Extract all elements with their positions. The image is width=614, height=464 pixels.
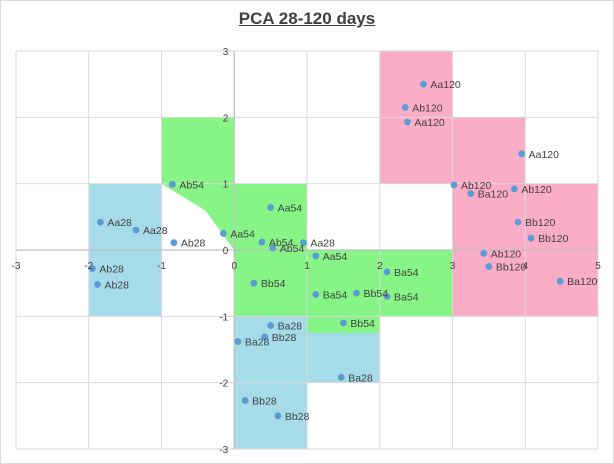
point-Ab120 xyxy=(450,181,458,189)
x-tick-label: -2 xyxy=(84,261,93,272)
point-label: Bb28 xyxy=(252,396,277,408)
point-label: Aa120 xyxy=(430,79,461,91)
point-label: Ab120 xyxy=(521,184,552,196)
point-label: Bb54 xyxy=(350,318,375,330)
point-label: Ab54 xyxy=(179,179,204,191)
point-label: Ab120 xyxy=(461,180,492,192)
x-tick-label: -3 xyxy=(12,261,21,272)
x-tick-label: 5 xyxy=(595,261,601,272)
point-label: Ab28 xyxy=(99,264,124,276)
point-Ab28 xyxy=(170,239,178,247)
point-Ba54 xyxy=(383,293,391,300)
y-tick-label: 3 xyxy=(223,47,229,58)
point-label: Ba28 xyxy=(348,372,373,384)
point-Ba28 xyxy=(234,338,242,345)
point-Ab28 xyxy=(88,265,96,272)
point-label: Ba28 xyxy=(245,337,270,349)
point-Aa120 xyxy=(420,80,427,88)
point-Aa28 xyxy=(96,218,104,226)
y-tick-label: -1 xyxy=(219,312,228,323)
point-Aa120 xyxy=(518,150,526,158)
point-label: Ba120 xyxy=(478,189,509,201)
point-label: Bb120 xyxy=(496,262,527,274)
point-label: Aa54 xyxy=(230,228,255,240)
x-tick-label: 3 xyxy=(450,261,456,272)
point-Bb28 xyxy=(241,397,249,404)
x-tick-label: -1 xyxy=(157,261,166,272)
point-Bb28 xyxy=(274,412,282,420)
point-Aa120 xyxy=(403,118,411,126)
point-Aa54 xyxy=(219,230,227,237)
point-label: Ab54 xyxy=(280,243,305,255)
point-Ba120 xyxy=(467,190,475,198)
point-label: Ab28 xyxy=(104,279,129,291)
point-label: Bb54 xyxy=(363,288,388,300)
point-Bb120 xyxy=(514,218,522,226)
x-tick-label: 4 xyxy=(522,261,528,272)
point-Ba28 xyxy=(337,373,345,381)
point-Ba120 xyxy=(556,277,564,285)
point-Bb28 xyxy=(261,333,269,341)
point-Ba54 xyxy=(312,291,320,298)
point-Ba28 xyxy=(267,322,275,330)
point-Aa28 xyxy=(132,226,140,234)
point-label: Bb54 xyxy=(261,278,286,290)
point-label: Aa120 xyxy=(529,149,560,161)
point-label: Aa120 xyxy=(414,117,445,129)
point-Aa54 xyxy=(267,204,275,211)
point-Ab120 xyxy=(510,185,518,193)
point-Aa54 xyxy=(312,252,320,260)
point-Ab54 xyxy=(269,244,277,252)
point-label: Aa54 xyxy=(323,251,348,263)
point-Bb54 xyxy=(339,319,347,327)
point-label: Ab120 xyxy=(491,248,522,260)
point-Ab120 xyxy=(401,103,409,111)
point-label: Ba54 xyxy=(394,291,419,303)
point-label: Bb28 xyxy=(272,332,297,344)
data-points xyxy=(88,80,564,420)
point-label: Bb120 xyxy=(538,233,569,245)
point-Bb54 xyxy=(250,279,258,287)
point-label: Ab28 xyxy=(181,238,206,250)
point-Ab120 xyxy=(480,249,488,257)
x-tick-label: 1 xyxy=(304,261,310,272)
y-tick-label: 2 xyxy=(223,113,229,124)
point-label: Aa54 xyxy=(278,203,303,215)
point-Ab28 xyxy=(94,281,101,288)
point-label: Ba54 xyxy=(323,289,348,301)
y-tick-label: -3 xyxy=(219,445,228,456)
y-tick-label: -2 xyxy=(219,379,228,390)
point-Ba54 xyxy=(383,268,391,276)
point-label: Ab54 xyxy=(269,237,294,249)
axes xyxy=(16,51,598,449)
point-label: Aa28 xyxy=(107,217,132,229)
point-Ab54 xyxy=(258,238,266,246)
x-tick-label: 2 xyxy=(377,261,383,272)
y-tick-label: 0 xyxy=(223,246,229,257)
point-label: Ba28 xyxy=(278,321,303,333)
point-Ab54 xyxy=(169,180,176,188)
tick-labels: -3 -2 -1 0 1 2 3 4 5 3 2 1 0 -1 -2 -3 xyxy=(12,47,602,456)
point-Bb54 xyxy=(353,289,360,297)
point-label: Ba54 xyxy=(394,267,419,279)
chart-title: PCA 28-120 days xyxy=(238,9,376,28)
point-Bb120 xyxy=(527,234,535,242)
point-Bb120 xyxy=(485,263,493,270)
point-label: Bb120 xyxy=(525,217,556,229)
point-label: Aa28 xyxy=(310,238,335,250)
point-label: Bb28 xyxy=(285,411,310,423)
point-label: Ba120 xyxy=(567,276,598,288)
point-Aa28 xyxy=(299,239,307,247)
y-tick-label: 1 xyxy=(223,180,229,191)
point-label: Ab120 xyxy=(412,102,443,114)
point-label: Aa28 xyxy=(143,225,168,237)
x-tick-label: 0 xyxy=(231,261,237,272)
